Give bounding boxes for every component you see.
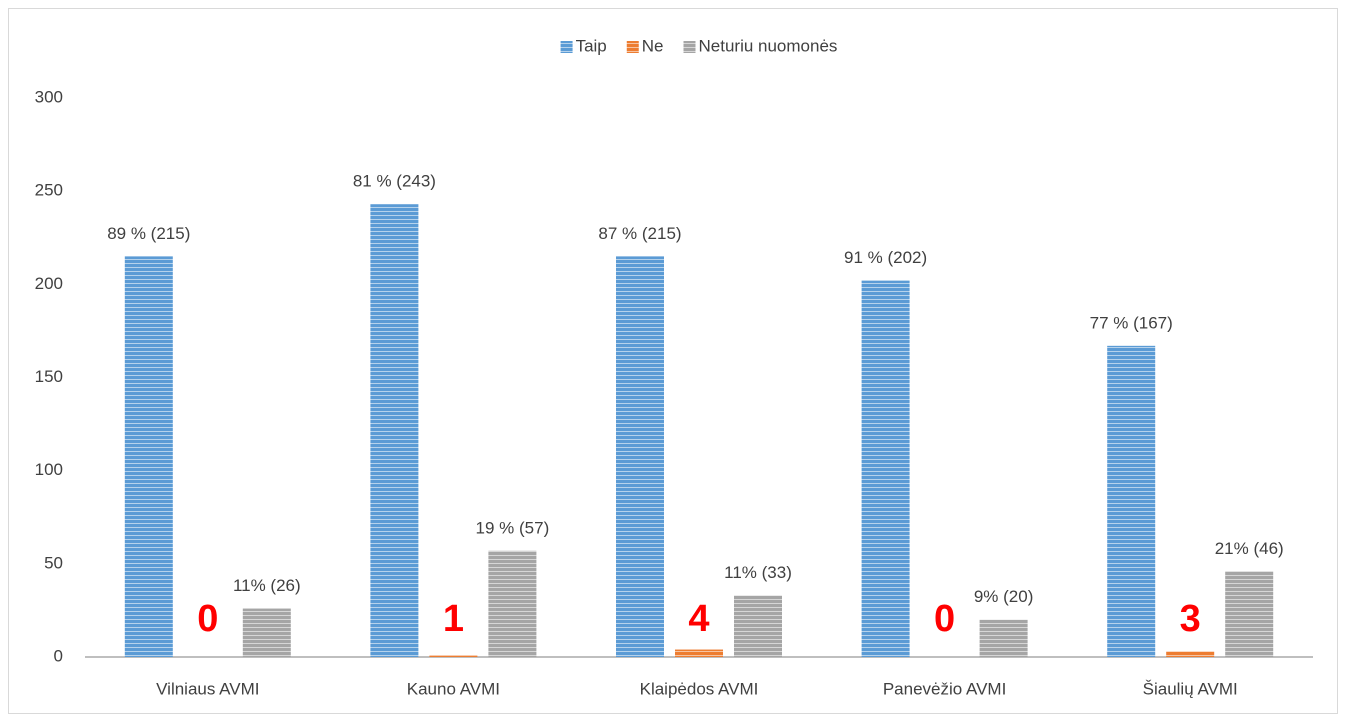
y-tick-label: 250 bbox=[35, 181, 63, 200]
bar bbox=[429, 655, 478, 657]
legend-swatch bbox=[626, 41, 639, 53]
data-label: 9% (20) bbox=[974, 587, 1034, 606]
bar bbox=[734, 595, 782, 657]
bar bbox=[124, 256, 173, 657]
data-label: 11% (33) bbox=[724, 563, 792, 582]
bar bbox=[488, 550, 537, 657]
x-tick-label: Panevėžio AVMI bbox=[883, 679, 1006, 698]
bar bbox=[861, 280, 910, 657]
x-tick-label: Vilniaus AVMI bbox=[156, 679, 259, 698]
legend-swatch bbox=[560, 41, 573, 53]
bar bbox=[242, 608, 291, 657]
data-label: 1 bbox=[443, 598, 464, 640]
data-label: 77 % (167) bbox=[1090, 313, 1173, 332]
data-label: 11% (26) bbox=[233, 576, 301, 595]
bar bbox=[979, 619, 1028, 657]
y-tick-label: 50 bbox=[44, 553, 63, 572]
legend-label: Neturiu nuomonės bbox=[699, 36, 838, 55]
y-tick-label: 0 bbox=[54, 646, 63, 665]
legend: Taip Ne Neturiu nuomonės bbox=[560, 36, 838, 55]
data-label: 89 % (215) bbox=[107, 224, 190, 243]
bar bbox=[616, 256, 664, 657]
data-label: 19 % (57) bbox=[476, 518, 550, 537]
x-tick-label: Šiaulių AVMI bbox=[1143, 679, 1238, 698]
y-tick-label: 100 bbox=[35, 460, 63, 479]
data-label: 21% (46) bbox=[1215, 539, 1284, 558]
data-label: 81 % (243) bbox=[353, 172, 436, 191]
y-tick-label: 300 bbox=[35, 87, 63, 106]
data-label: 0 bbox=[934, 598, 955, 640]
data-label: 87 % (215) bbox=[598, 224, 681, 243]
y-tick-label: 200 bbox=[35, 274, 63, 293]
bar bbox=[370, 204, 419, 657]
data-label: 3 bbox=[1180, 598, 1201, 640]
x-tick-label: Kauno AVMI bbox=[407, 679, 500, 698]
x-tick-label: Klaipėdos AVMI bbox=[640, 679, 759, 698]
data-label: 4 bbox=[688, 598, 709, 640]
y-tick-label: 150 bbox=[35, 367, 63, 386]
data-label: 91 % (202) bbox=[844, 248, 927, 267]
bar bbox=[675, 649, 723, 657]
data-label: 0 bbox=[197, 598, 218, 640]
bar bbox=[1225, 571, 1274, 657]
bar bbox=[1166, 651, 1215, 657]
bar bbox=[1107, 345, 1156, 657]
legend-label: Taip bbox=[576, 36, 607, 55]
legend-label: Ne bbox=[642, 36, 664, 55]
legend-swatch bbox=[683, 41, 696, 53]
